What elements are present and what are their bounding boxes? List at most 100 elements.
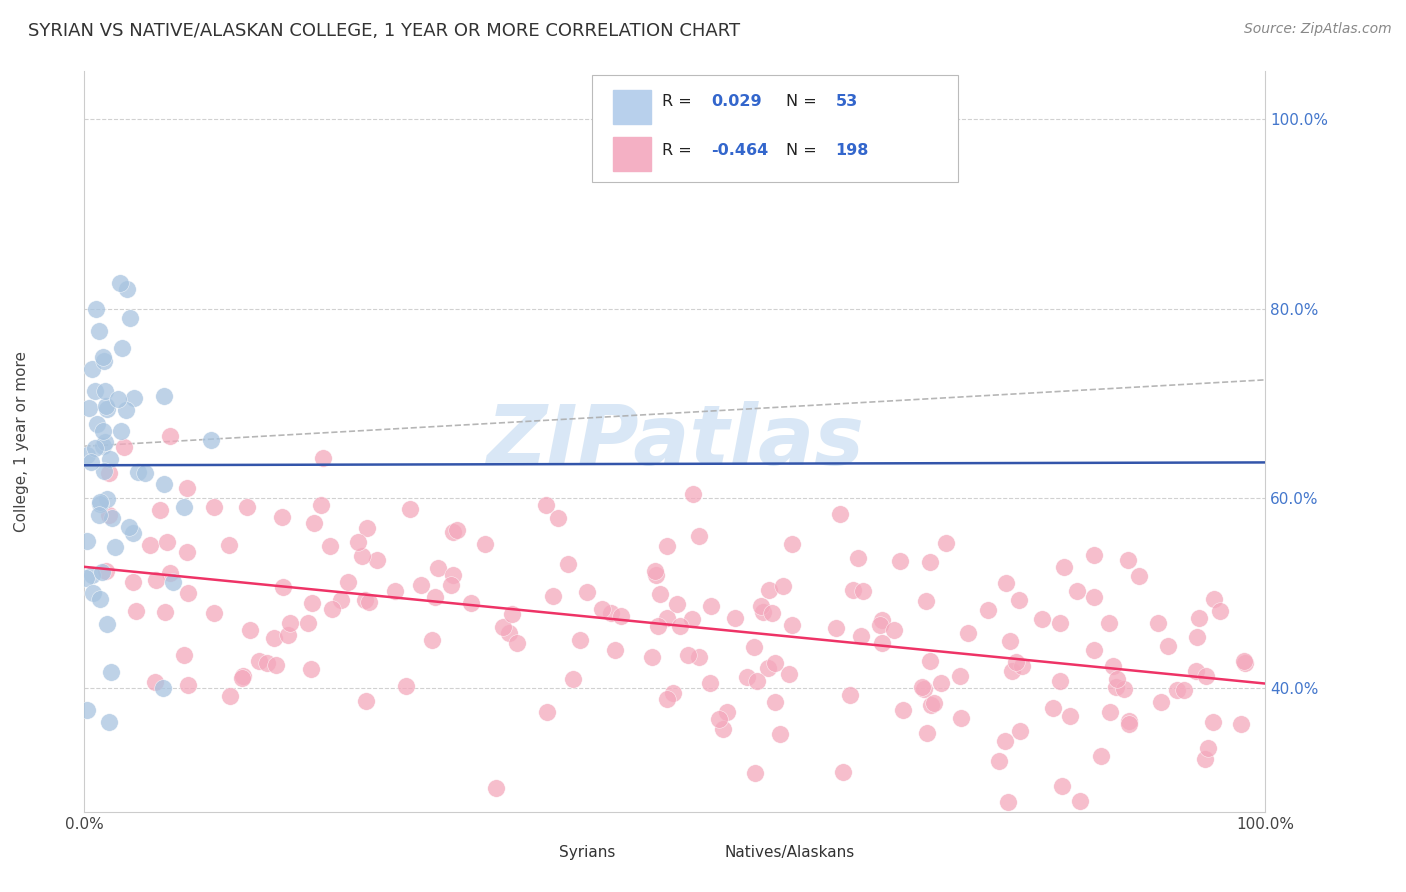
Point (1173, 683, 1195, 698)
Point (599, 606, 621, 620)
Point (312, 450, 335, 465)
Point (96, 401, 118, 416)
Point (115, 282, 138, 296)
Point (682, 487, 704, 501)
Point (1118, 714, 1140, 728)
Point (1102, 659, 1125, 673)
Point (832, 764, 855, 779)
Point (839, 688, 862, 702)
Point (93, 353, 115, 368)
FancyBboxPatch shape (613, 90, 651, 125)
Point (744, 640, 766, 654)
Point (89, 495, 111, 509)
Text: Syrians: Syrians (560, 845, 616, 860)
Point (846, 550, 869, 565)
Point (655, 691, 678, 706)
Point (152, 389, 174, 403)
Point (346, 534, 368, 549)
Point (557, 558, 579, 572)
Point (301, 596, 323, 610)
Point (920, 698, 942, 712)
Point (200, 433, 222, 447)
Point (1230, 716, 1253, 731)
Point (124, 391, 146, 405)
Point (1187, 611, 1209, 625)
Point (918, 654, 941, 668)
Point (271, 580, 294, 594)
Point (501, 607, 523, 621)
Point (681, 612, 703, 626)
Point (724, 610, 747, 624)
Point (270, 510, 292, 524)
Point (644, 564, 666, 578)
Point (1049, 674, 1071, 689)
Point (870, 613, 893, 627)
Text: Natives/Alaskans: Natives/Alaskans (724, 845, 855, 860)
Point (915, 726, 938, 740)
Point (1042, 701, 1064, 715)
Point (849, 628, 872, 642)
Point (610, 609, 633, 624)
Point (769, 727, 792, 741)
Point (336, 575, 359, 590)
Point (202, 500, 225, 514)
Point (89, 591, 111, 606)
Point (395, 680, 418, 694)
Point (218, 689, 240, 703)
Point (82, 586, 104, 600)
Point (950, 710, 973, 724)
Point (1166, 682, 1188, 697)
Point (145, 573, 167, 587)
Point (120, 311, 142, 326)
Point (647, 618, 669, 632)
Text: 53: 53 (835, 95, 858, 109)
Point (427, 561, 450, 575)
Point (492, 620, 515, 634)
Point (935, 535, 957, 549)
Point (115, 403, 138, 417)
Point (101, 510, 124, 524)
Point (127, 465, 149, 479)
Point (1083, 590, 1105, 604)
Point (153, 477, 176, 491)
Point (1185, 631, 1208, 645)
Point (112, 441, 135, 455)
Point (173, 500, 195, 514)
Point (1059, 708, 1081, 723)
Text: ZIPatlas: ZIPatlas (486, 401, 863, 482)
Point (1234, 656, 1257, 670)
Point (676, 648, 699, 663)
Point (1066, 584, 1088, 599)
Point (330, 593, 353, 607)
Point (1150, 695, 1173, 709)
Point (782, 618, 804, 632)
Point (1005, 655, 1028, 669)
Point (134, 467, 156, 481)
Point (75, 571, 97, 585)
Point (912, 682, 935, 697)
Point (994, 576, 1017, 591)
Text: 0.029: 0.029 (711, 95, 762, 109)
Point (93, 464, 115, 478)
Point (749, 599, 772, 613)
Point (218, 538, 240, 552)
Point (76, 533, 98, 548)
Point (1098, 706, 1121, 720)
Point (1128, 568, 1150, 582)
Point (202, 607, 225, 621)
Point (576, 585, 599, 599)
Point (91, 424, 114, 438)
Point (709, 711, 731, 725)
Point (883, 623, 905, 637)
Point (1194, 752, 1216, 766)
Point (122, 574, 145, 589)
Point (139, 538, 162, 552)
Point (84, 301, 107, 316)
Point (441, 567, 464, 582)
Point (752, 605, 775, 619)
Text: SYRIAN VS NATIVE/ALASKAN COLLEGE, 1 YEAR OR MORE CORRELATION CHART: SYRIAN VS NATIVE/ALASKAN COLLEGE, 1 YEAR… (28, 22, 740, 40)
Point (149, 502, 172, 516)
Point (89, 324, 111, 338)
Point (173, 648, 195, 663)
Text: -0.464: -0.464 (711, 144, 769, 158)
